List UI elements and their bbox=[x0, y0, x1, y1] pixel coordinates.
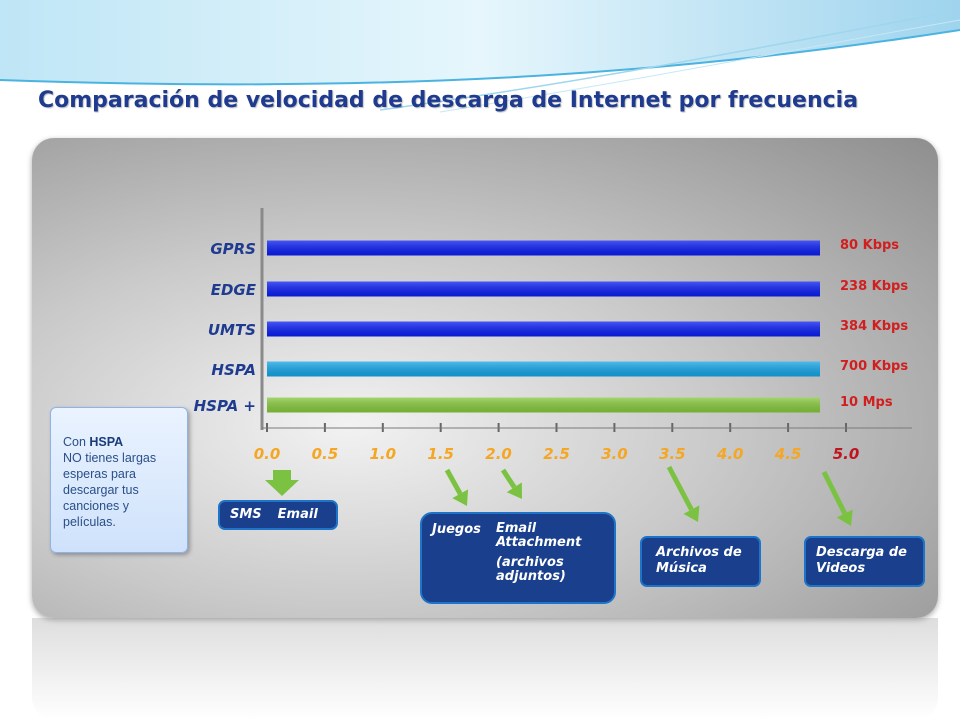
info-text: NO tienes largas esperas para descargar … bbox=[63, 451, 157, 529]
header-swoosh-graphic bbox=[0, 0, 960, 113]
arrow-sms-email bbox=[265, 470, 299, 496]
bar-shade-gprs bbox=[267, 240, 820, 256]
category-label-edge: EDGE bbox=[211, 281, 257, 299]
info-brand: HSPA bbox=[89, 435, 124, 449]
info-prefix: Con bbox=[63, 435, 90, 449]
sms-email-box: SMS Email bbox=[218, 500, 338, 530]
arrow-video bbox=[821, 470, 853, 526]
music-files-box: Archivos de Música bbox=[640, 536, 761, 587]
bar-shade-hspa bbox=[267, 397, 820, 413]
slide-title: Comparación de velocidad de descarga de … bbox=[38, 88, 859, 113]
speed-label-gprs: 80 Kbps bbox=[840, 238, 899, 253]
bar-shade-umts bbox=[267, 321, 820, 337]
email-label: Email bbox=[277, 507, 318, 522]
hspa-info-box: Con HSPA NO tienes largas esperas para d… bbox=[50, 407, 188, 553]
panel-reflection bbox=[32, 618, 938, 720]
x-tick-label-10: 5.0 bbox=[833, 445, 860, 463]
bar-shade-edge bbox=[267, 281, 820, 297]
arrow-email-attachment bbox=[500, 468, 522, 499]
x-tick-label-9: 4.5 bbox=[774, 445, 802, 463]
category-label-hspa: HSPA + bbox=[194, 397, 256, 415]
x-tick-label-0: 0.0 bbox=[254, 445, 281, 463]
video-download-box: Descarga de Videos bbox=[804, 536, 925, 587]
category-label-umts: UMTS bbox=[208, 321, 256, 339]
x-tick-label-3: 1.5 bbox=[427, 445, 454, 463]
x-tick-label-1: 0.5 bbox=[312, 445, 339, 463]
video-label: Descarga de Videos bbox=[816, 545, 907, 576]
speed-label-hspa: 10 Mps bbox=[840, 395, 893, 410]
x-tick-label-4: 2.0 bbox=[485, 445, 512, 463]
speed-label-edge: 238 Kbps bbox=[840, 279, 908, 294]
x-tick-label-8: 4.0 bbox=[716, 445, 744, 463]
email-attachment-label: Email Attachment bbox=[496, 521, 582, 550]
x-tick-label-6: 3.0 bbox=[601, 445, 628, 463]
sms-label: SMS bbox=[230, 507, 262, 522]
speed-label-hspa: 700 Kbps bbox=[840, 359, 908, 374]
speed-label-umts: 384 Kbps bbox=[840, 319, 908, 334]
x-tick-label-7: 3.5 bbox=[659, 445, 686, 463]
games-email-attachment-box: Juegos Email Attachment (archivos adjunt… bbox=[420, 512, 616, 604]
category-label-hspa: HSPA bbox=[211, 361, 256, 379]
x-tick-label-2: 1.0 bbox=[370, 445, 397, 463]
bar-shade-hspa bbox=[267, 361, 820, 377]
category-label-gprs: GPRS bbox=[210, 240, 256, 258]
attachments-label: (archivos adjuntos) bbox=[496, 555, 566, 584]
arrow-music bbox=[666, 465, 700, 522]
arrow-games bbox=[444, 468, 469, 506]
music-label: Archivos de Música bbox=[656, 545, 742, 576]
x-tick-label-5: 2.5 bbox=[543, 445, 570, 463]
games-label: Juegos bbox=[432, 522, 481, 537]
